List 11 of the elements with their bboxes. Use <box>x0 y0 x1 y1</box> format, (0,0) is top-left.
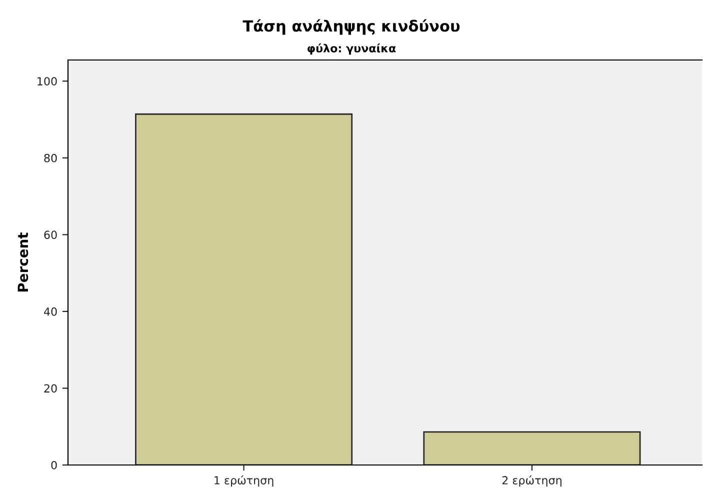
y-axis-title: Percent <box>18 232 28 292</box>
y-tick-label: 20 <box>44 384 57 393</box>
y-tick-label: 60 <box>44 230 57 240</box>
chart-title: Τάση ανάληψης κινδύνου <box>242 19 460 35</box>
y-tick-label: 80 <box>44 154 57 162</box>
y-tick-label: 100 <box>38 77 57 86</box>
x-tick-label: 1 ερώτηση <box>214 475 274 487</box>
x-tick-label: 2 ερώτηση <box>502 475 562 487</box>
chart-subtitle: φύλο: γυναίκα <box>308 43 396 55</box>
y-tick-label: 40 <box>44 307 57 316</box>
y-tick-label: 0 <box>51 460 57 470</box>
